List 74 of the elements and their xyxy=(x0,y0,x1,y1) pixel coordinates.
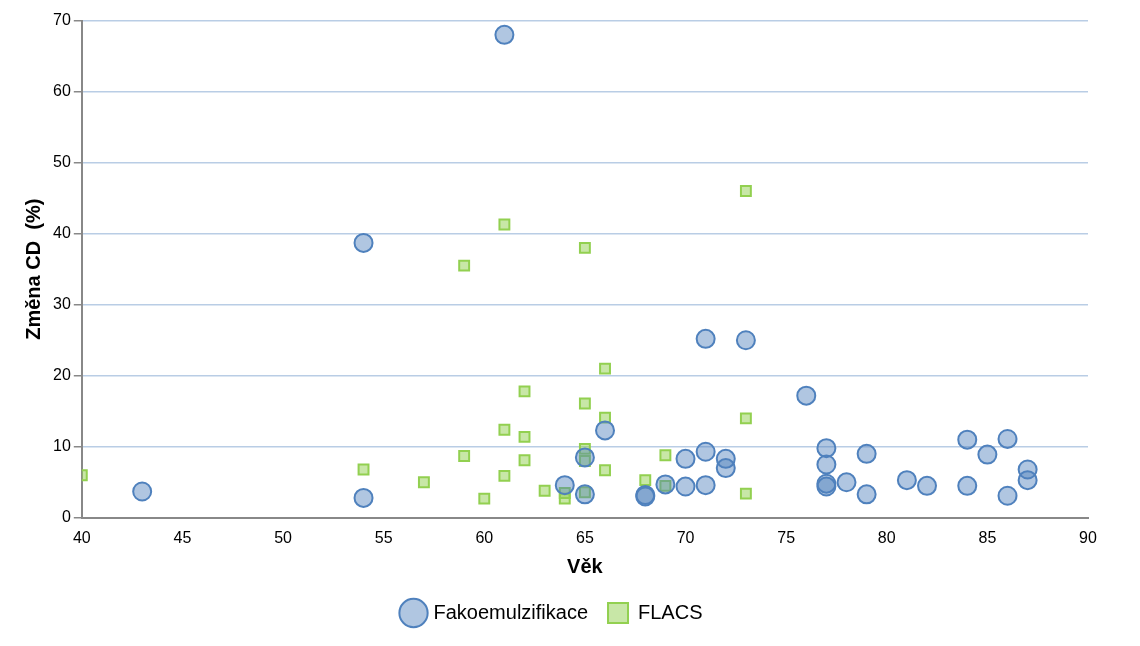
x-tick-label: 50 xyxy=(274,528,293,546)
point xyxy=(574,447,595,468)
x-tick-label: 65 xyxy=(576,528,594,546)
point xyxy=(695,441,716,462)
x-tick-label: 60 xyxy=(475,528,494,546)
point xyxy=(498,218,511,231)
y-tick-label: 60 xyxy=(53,82,71,100)
point xyxy=(494,24,515,45)
x-tick-label: 80 xyxy=(877,528,896,546)
point xyxy=(639,474,652,487)
point xyxy=(659,449,672,462)
legend-label: Fakoemulzifikace xyxy=(433,600,589,623)
point xyxy=(816,438,837,459)
x-tick-label: 85 xyxy=(978,528,997,546)
x-tick-label: 90 xyxy=(1079,528,1097,546)
point xyxy=(997,485,1018,506)
point xyxy=(695,328,716,349)
point xyxy=(578,397,591,410)
point xyxy=(558,492,571,505)
point xyxy=(132,481,153,502)
point xyxy=(977,444,998,465)
x-tick-label: 55 xyxy=(374,528,393,546)
y-tick-label: 40 xyxy=(53,224,71,242)
point xyxy=(574,484,595,505)
y-axis-title: Změna CD (%) xyxy=(21,198,44,340)
y-tick-label: 50 xyxy=(53,153,71,171)
point xyxy=(836,472,857,493)
point xyxy=(856,484,877,505)
y-tick-label: 30 xyxy=(53,295,71,313)
point xyxy=(554,475,575,496)
point xyxy=(715,458,736,479)
point xyxy=(896,470,917,491)
y-tick-label: 20 xyxy=(53,366,71,384)
point xyxy=(957,475,978,496)
point xyxy=(458,450,471,462)
point xyxy=(498,423,511,436)
point xyxy=(856,443,877,464)
x-tick-label: 75 xyxy=(777,528,796,546)
point xyxy=(655,474,676,495)
point xyxy=(739,412,752,425)
x-axis-title: Věk xyxy=(567,554,604,577)
point xyxy=(739,185,752,198)
x-tick-label: 45 xyxy=(173,528,192,546)
legend-label: FLACS xyxy=(638,600,703,623)
point xyxy=(675,448,696,469)
point xyxy=(675,476,696,497)
point xyxy=(538,484,551,497)
point xyxy=(478,492,491,505)
y-tick-label: 0 xyxy=(61,508,71,526)
point xyxy=(957,429,978,450)
point xyxy=(458,259,471,272)
y-tick-label: 70 xyxy=(53,11,71,29)
point xyxy=(695,475,716,496)
point xyxy=(595,420,616,441)
point xyxy=(917,475,938,496)
x-tick-label: 40 xyxy=(72,528,91,546)
point xyxy=(599,464,611,477)
point xyxy=(739,487,752,500)
point xyxy=(1017,470,1038,491)
point xyxy=(518,430,531,443)
x-tick-label: 70 xyxy=(676,528,695,546)
point xyxy=(518,385,531,398)
point xyxy=(353,232,374,253)
point xyxy=(796,385,817,406)
point xyxy=(518,454,531,467)
point xyxy=(353,487,374,508)
point xyxy=(599,362,611,375)
point xyxy=(997,428,1018,449)
point xyxy=(417,476,430,489)
point xyxy=(578,241,591,254)
point xyxy=(735,330,756,351)
point xyxy=(816,454,837,475)
point xyxy=(498,469,511,482)
y-tick-label: 10 xyxy=(53,437,71,455)
